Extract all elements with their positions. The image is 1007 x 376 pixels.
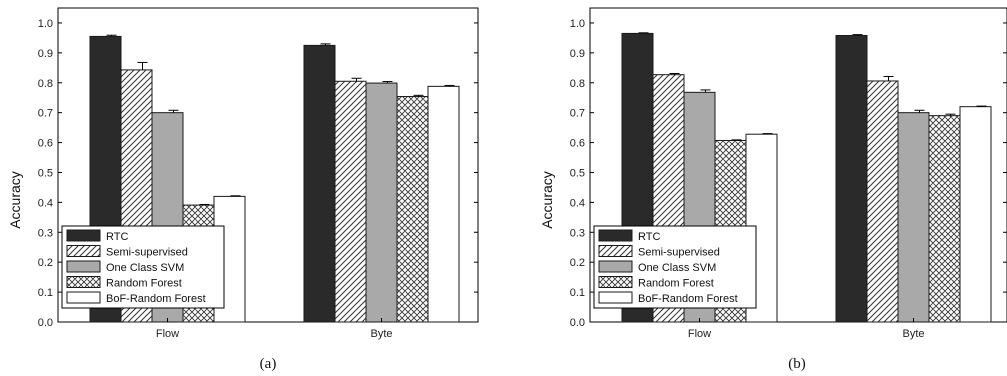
y-tick-label: 0.2 (570, 257, 585, 269)
legend-label: BoF-Random Forest (106, 293, 206, 305)
legend-swatch (598, 245, 633, 257)
y-tick-label: 0.6 (38, 138, 53, 150)
bar-rtc-byte (303, 44, 336, 323)
y-tick-label: 0.0 (38, 317, 53, 329)
bar-random-forest-byte (396, 96, 429, 323)
x-tick-label-byte: Byte (370, 328, 392, 340)
legend-swatch (598, 260, 633, 273)
y-tick-label: 0.1 (570, 287, 585, 299)
bar-semi-supervised-byte (334, 80, 367, 323)
plot-frame (589, 7, 1007, 323)
bar-bof-random-forest-byte (427, 85, 460, 323)
legend-swatch (598, 291, 633, 304)
panel-label: (a) (260, 356, 277, 372)
bar-one-class-svm-byte (897, 112, 930, 323)
x-tick-label-flow: Flow (156, 328, 179, 340)
y-axis-label: Accuracy (7, 171, 23, 229)
legend-swatch (598, 276, 633, 288)
bar-semi-supervised-byte (866, 80, 899, 323)
y-tick-label: 0.0 (570, 317, 585, 329)
legend-label: BoF-Random Forest (638, 293, 738, 305)
legend-swatch (66, 276, 101, 288)
y-tick-label: 0.5 (38, 167, 53, 179)
x-tick-label-flow: Flow (688, 328, 711, 340)
x-tick-label-byte: Byte (902, 328, 924, 340)
legend-swatch (66, 260, 101, 273)
y-axis-label: Accuracy (539, 171, 555, 229)
legend-label: Semi-supervised (638, 247, 720, 259)
y-tick-label: 1.0 (38, 18, 53, 30)
legend-swatch (66, 291, 101, 304)
y-tick-label: 0.6 (570, 138, 585, 150)
legend-swatch (598, 229, 633, 242)
y-tick-label: 1.0 (570, 18, 585, 30)
y-tick-label: 0.3 (570, 227, 585, 239)
y-tick-label: 0.5 (570, 167, 585, 179)
y-tick-label: 0.7 (38, 108, 53, 120)
legend-label: RTC (106, 231, 128, 243)
panel-label: (b) (788, 356, 806, 372)
legend-swatch (66, 229, 101, 242)
bar-bof-random-forest-byte (959, 106, 992, 323)
y-tick-label: 0.4 (570, 197, 585, 209)
y-tick-label: 0.7 (570, 108, 585, 120)
y-tick-label: 0.8 (570, 78, 585, 90)
chart-panel-a: 0.0 0.1 0.2 0.3 0.4 0.5 0.6 0.7 0.8 0.9 1.0 Accurac… (7, 7, 479, 372)
plot-frame (57, 7, 479, 323)
y-tick-label: 0.2 (38, 257, 53, 269)
y-tick-label: 0.8 (38, 78, 53, 90)
bar-rtc-byte (835, 35, 868, 323)
legend-label: Random Forest (638, 278, 714, 290)
legend-label: Random Forest (106, 278, 182, 290)
y-tick-label: 0.1 (38, 287, 53, 299)
chart-panel-b: 0.0 0.1 0.2 0.3 0.4 0.5 0.6 0.7 0.8 0.9 1.0 Accurac… (539, 7, 1007, 372)
y-tick-label: 0.9 (38, 48, 53, 60)
legend-label: Semi-supervised (106, 247, 188, 259)
bar-one-class-svm-byte (365, 82, 398, 323)
legend-label: One Class SVM (638, 262, 716, 274)
bar-random-forest-byte (928, 115, 961, 323)
y-tick-label: 0.4 (38, 197, 53, 209)
y-tick-label: 0.9 (570, 48, 585, 60)
legend-swatch (66, 245, 101, 257)
legend-label: RTC (638, 231, 660, 243)
legend-label: One Class SVM (106, 262, 184, 274)
y-tick-label: 0.3 (38, 227, 53, 239)
